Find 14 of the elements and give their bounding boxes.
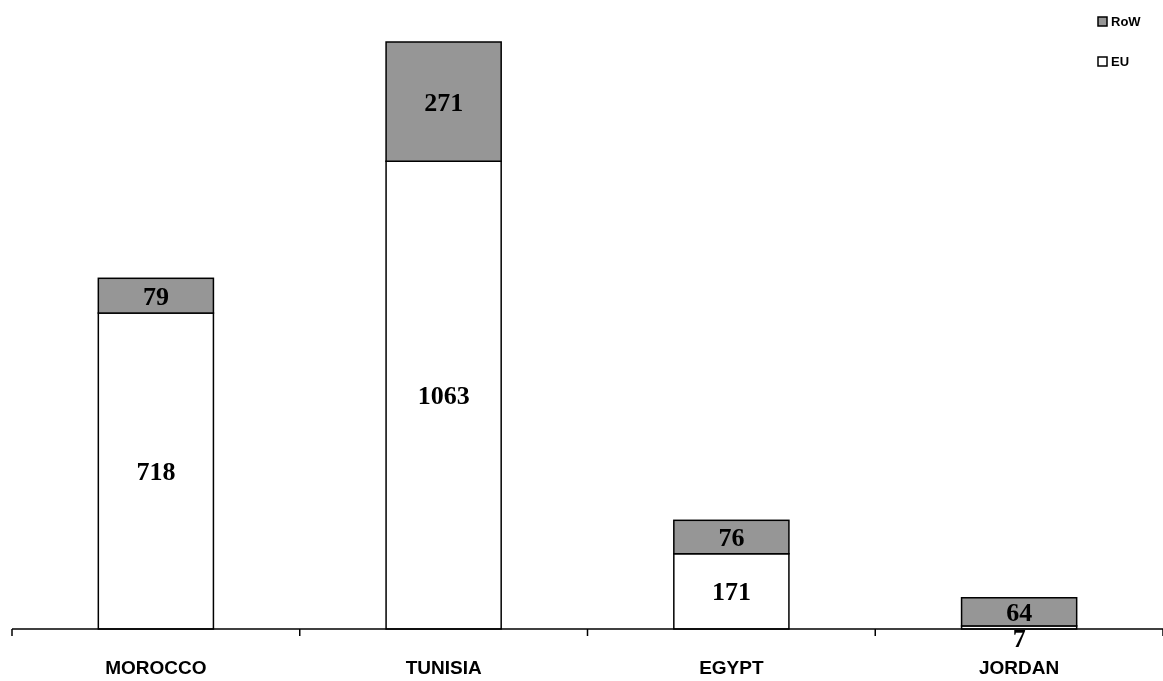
data-label: 271 [424, 87, 464, 117]
data-label: 171 [711, 577, 751, 607]
x-tick-label: TUNISIA [405, 657, 482, 678]
legend-label: RoW [1111, 14, 1142, 29]
data-label: 7 [1012, 624, 1026, 653]
data-label: 718 [136, 457, 176, 487]
x-tick-label: MOROCCO [105, 657, 207, 678]
data-label: 76 [718, 523, 745, 553]
x-tick-label: EGYPT [699, 657, 764, 678]
data-label: 1063 [417, 381, 470, 411]
x-tick-label: JORDAN [979, 657, 1060, 678]
legend-label: EU [1111, 54, 1130, 69]
data-label: 79 [142, 281, 169, 311]
data-label: 64 [1006, 597, 1033, 627]
